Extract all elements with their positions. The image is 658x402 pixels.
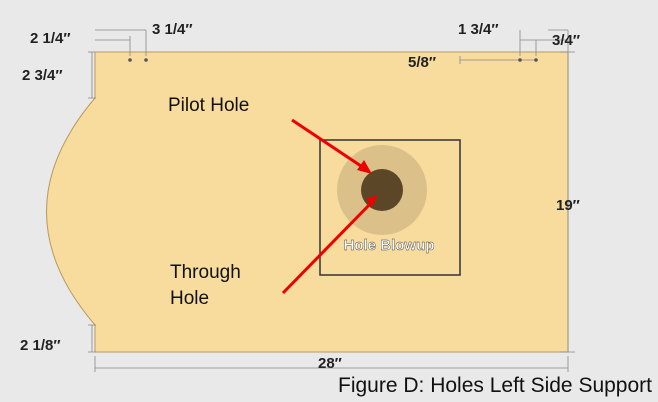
dimension: 28″ — [318, 355, 342, 372]
dimension: 2 1/4″ — [30, 30, 71, 47]
blowup-label: Hole Blowup — [344, 237, 435, 254]
dimension: 3/4″ — [552, 32, 580, 49]
arrowhead — [357, 160, 372, 174]
arrowhead — [366, 195, 378, 207]
through-hole-label: Hole — [170, 288, 209, 309]
dimension: 5/8″ — [408, 54, 436, 71]
dimension: 2 3/4″ — [22, 67, 63, 84]
dimension-lines — [88, 29, 575, 372]
dimension: 19″ — [556, 197, 580, 214]
dimension: 1 3/4″ — [458, 21, 499, 38]
dimension: 2 1/8″ — [20, 337, 61, 354]
dimension: 3 1/4″ — [152, 21, 193, 38]
pilot-hole-label: Pilot Hole — [168, 95, 249, 116]
arrows — [281, 118, 374, 295]
through-hole-label: Through — [170, 262, 241, 283]
board — [46, 51, 569, 353]
holes — [128, 58, 538, 62]
caption: Figure D: Holes Left Side Support — [338, 374, 652, 397]
